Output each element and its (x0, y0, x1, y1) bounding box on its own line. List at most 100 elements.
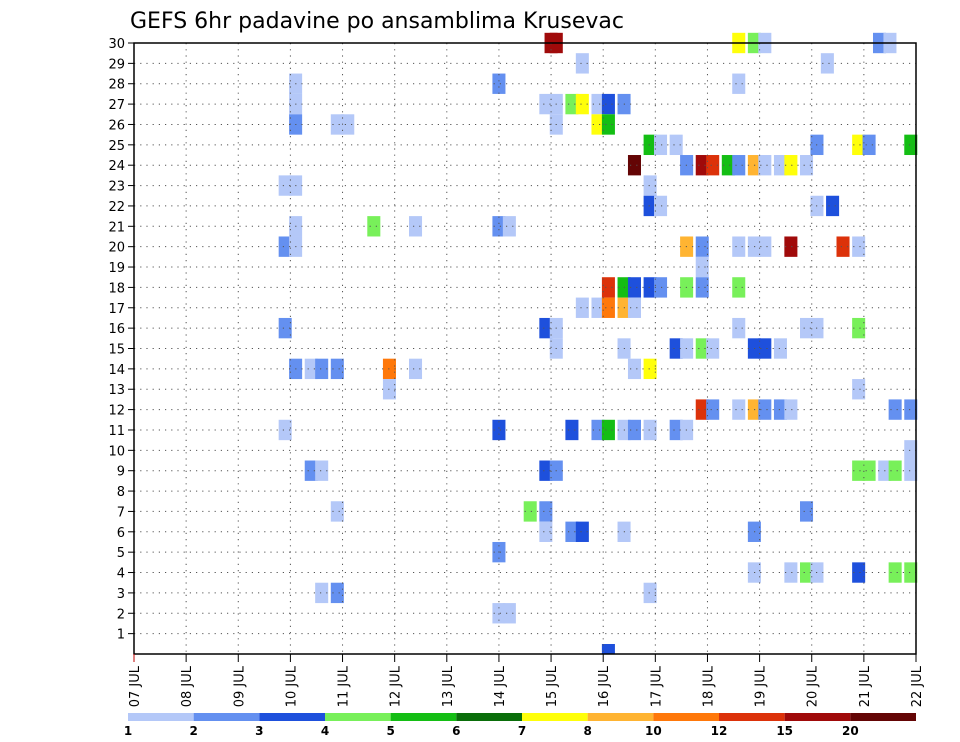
precip-cell (341, 114, 355, 135)
precip-cell (758, 399, 772, 420)
precip-cell (330, 501, 344, 522)
precip-cell (695, 399, 709, 420)
y-tick-label: 10 (108, 444, 125, 459)
x-tick-label: 12 JUL (389, 665, 404, 707)
precip-cell (758, 236, 772, 257)
precip-cell (565, 419, 579, 441)
y-tick-label: 26 (108, 118, 125, 133)
precip-cell (591, 297, 605, 318)
precip-cell (758, 155, 772, 176)
precip-cell (820, 53, 834, 74)
precip-cell (852, 460, 866, 481)
precip-cell (601, 419, 615, 441)
precip-cell (852, 317, 866, 339)
y-axis: 1234567891011121314151617181920212223242… (108, 37, 134, 643)
precip-cell (627, 277, 641, 298)
precip-cell (304, 358, 318, 380)
precip-cell (706, 155, 720, 176)
y-tick-label: 23 (108, 180, 125, 195)
precip-cell (721, 155, 735, 176)
precip-cell (575, 93, 589, 115)
precip-cell (773, 155, 787, 176)
colorbar-swatch (193, 713, 260, 721)
precip-cell (706, 399, 720, 420)
precip-cell (601, 277, 615, 298)
precip-cell (784, 562, 798, 583)
y-tick-label: 1 (117, 628, 125, 643)
precip-cell (315, 582, 329, 604)
precip-cell (784, 236, 798, 257)
colorbar-swatch (456, 713, 522, 721)
precip-cell (695, 277, 709, 298)
precip-cell (539, 501, 553, 522)
colorbar-swatch (850, 713, 916, 721)
y-tick-label: 17 (108, 302, 125, 317)
y-tick-label: 27 (108, 98, 125, 113)
x-tick-label: 09 JUL (232, 665, 247, 707)
colorbar-label: 10 (645, 724, 662, 738)
precip-cell (888, 460, 902, 481)
precip-cell (330, 114, 344, 135)
x-tick-label: 08 JUL (180, 665, 195, 707)
y-tick-label: 6 (117, 526, 125, 541)
x-tick-label: 18 JUL (701, 665, 716, 707)
precip-cell (591, 114, 605, 135)
y-tick-label: 5 (117, 546, 125, 561)
precip-cell (888, 562, 902, 583)
precip-cell (904, 399, 918, 420)
precip-cell (591, 93, 605, 115)
colorbar-label: 20 (842, 724, 859, 738)
precip-cell (643, 175, 657, 196)
y-tick-label: 25 (108, 139, 125, 154)
precip-cell (278, 236, 292, 257)
precip-cell (732, 277, 746, 298)
precip-cell (565, 521, 579, 542)
precip-cell (409, 358, 423, 380)
y-tick-label: 16 (108, 322, 125, 337)
y-tick-label: 3 (117, 587, 125, 602)
precip-cell (784, 155, 798, 176)
y-tick-label: 14 (108, 363, 125, 378)
precip-cell (492, 419, 506, 441)
precip-cell (643, 277, 657, 298)
y-tick-label: 19 (108, 261, 125, 276)
colorbar-label: 1 (124, 724, 132, 738)
precip-cell (601, 297, 615, 318)
x-tick-label: 10 JUL (284, 665, 299, 707)
colorbar-swatch (719, 713, 785, 721)
y-tick-label: 21 (108, 220, 125, 235)
precip-cell (575, 53, 589, 74)
precip-cell (565, 93, 579, 115)
colorbar-label: 6 (452, 724, 460, 738)
colorbar-swatch (522, 713, 588, 721)
precip-cell (315, 358, 329, 380)
precip-cell (382, 358, 396, 380)
precip-cell (643, 195, 657, 217)
precip-cell (862, 460, 876, 481)
precip-cell (732, 155, 746, 176)
colorbar-label: 15 (776, 724, 793, 738)
x-tick-label: 15 JUL (545, 665, 560, 707)
colorbar-swatch (128, 713, 194, 721)
precip-cell (706, 338, 720, 359)
precip-cell (278, 317, 292, 339)
precip-cell (627, 297, 641, 318)
precip-cell (278, 175, 292, 196)
precip-cell (904, 440, 918, 461)
precip-cell (800, 155, 814, 176)
data-cells (278, 32, 918, 654)
precip-cell (304, 460, 318, 481)
precip-cell (502, 603, 516, 624)
x-tick-label: 16 JUL (597, 665, 612, 707)
precip-cell (732, 399, 746, 420)
precip-cell (601, 114, 615, 135)
precip-cell (409, 216, 423, 237)
precip-cell (888, 399, 902, 420)
precip-cell (330, 582, 344, 604)
y-tick-label: 9 (117, 465, 125, 480)
precip-cell (852, 236, 866, 257)
x-tick-label: 20 JUL (806, 665, 821, 707)
precip-cell (669, 419, 683, 441)
y-tick-label: 22 (108, 200, 125, 215)
